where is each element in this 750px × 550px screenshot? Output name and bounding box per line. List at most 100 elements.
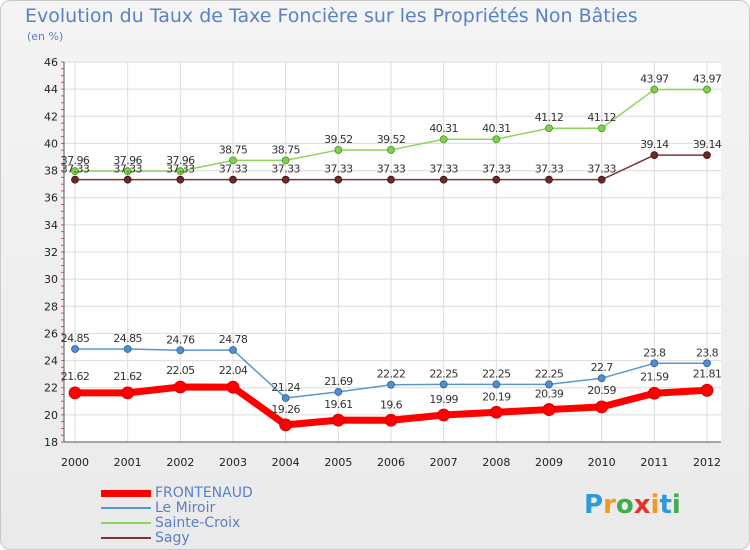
data-label-sainte-croix: 41.12 bbox=[535, 111, 564, 124]
x-tick-label: 2002 bbox=[166, 456, 194, 469]
data-point-frontenaud bbox=[384, 413, 398, 427]
data-label-sagy: 39.14 bbox=[640, 138, 669, 151]
data-label-frontenaud: 21.81 bbox=[693, 367, 722, 380]
data-point-sainte-croix bbox=[439, 135, 448, 144]
data-point-le-miroir bbox=[597, 374, 606, 383]
chart-title: Evolution du Taux de Taxe Foncière sur l… bbox=[25, 5, 638, 27]
data-point-sagy bbox=[387, 175, 395, 184]
data-point-le-miroir bbox=[492, 380, 501, 389]
data-label-sainte-croix: 40.31 bbox=[482, 122, 511, 135]
logo-letter: i bbox=[650, 490, 660, 520]
logo-letter: x bbox=[633, 490, 651, 520]
data-point-frontenaud bbox=[226, 380, 240, 394]
x-tick-label: 2000 bbox=[61, 456, 89, 469]
x-tick-label: 2011 bbox=[640, 456, 668, 469]
data-label-sagy: 39.14 bbox=[693, 138, 722, 151]
data-label-sainte-croix: 43.97 bbox=[693, 73, 722, 86]
data-point-sainte-croix bbox=[545, 124, 553, 133]
x-tick-label: 2007 bbox=[430, 456, 458, 469]
y-tick-label: 34 bbox=[44, 219, 58, 232]
data-label-frontenaud: 19.6 bbox=[380, 398, 403, 411]
data-point-le-miroir bbox=[123, 345, 132, 353]
legend-label-frontenaud: FRONTENAUD bbox=[155, 485, 253, 501]
data-point-le-miroir bbox=[545, 380, 553, 389]
data-label-le-miroir: 24.78 bbox=[219, 333, 248, 346]
data-point-sainte-croix bbox=[650, 85, 659, 94]
y-tick-label: 26 bbox=[44, 327, 58, 340]
data-label-le-miroir: 24.85 bbox=[113, 332, 142, 345]
grid-lines bbox=[64, 61, 721, 443]
data-point-sagy bbox=[650, 151, 659, 160]
data-label-le-miroir: 23.8 bbox=[643, 346, 666, 359]
data-label-le-miroir: 24.76 bbox=[166, 333, 195, 346]
legend-label-sagy: Sagy bbox=[155, 530, 190, 546]
x-tick-label: 2012 bbox=[693, 456, 721, 469]
data-label-frontenaud: 19.61 bbox=[324, 398, 353, 411]
data-point-frontenaud bbox=[595, 400, 609, 414]
data-point-sainte-croix bbox=[123, 167, 132, 176]
data-label-le-miroir: 22.7 bbox=[591, 361, 614, 374]
proxiti-logo: Proxiti bbox=[584, 490, 681, 520]
data-point-le-miroir bbox=[650, 359, 659, 368]
data-label-sainte-croix: 38.75 bbox=[271, 143, 300, 156]
logo-letter: o bbox=[615, 490, 634, 520]
data-point-le-miroir bbox=[703, 359, 711, 368]
data-label-frontenaud: 21.62 bbox=[113, 370, 142, 383]
data-point-sagy bbox=[281, 175, 290, 184]
data-point-sagy bbox=[597, 175, 606, 184]
legend-swatch-sagy bbox=[101, 537, 151, 539]
data-point-frontenaud bbox=[489, 405, 503, 419]
x-tick-label: 2005 bbox=[324, 456, 352, 469]
y-tick-label: 20 bbox=[44, 409, 58, 422]
x-tick-label: 2006 bbox=[377, 456, 405, 469]
data-point-sainte-croix bbox=[176, 167, 185, 176]
y-tick-label: 18 bbox=[44, 436, 58, 449]
legend-label-sainte-croix: Sainte-Croix bbox=[155, 515, 241, 531]
logo-letter: t bbox=[659, 490, 672, 520]
data-point-frontenaud bbox=[700, 383, 714, 397]
data-label-sagy: 37.33 bbox=[113, 163, 142, 176]
data-point-le-miroir bbox=[229, 346, 237, 354]
data-point-le-miroir bbox=[439, 380, 448, 389]
x-tick-label: 2004 bbox=[272, 456, 300, 469]
data-point-sagy bbox=[71, 175, 79, 184]
data-label-sagy: 37.33 bbox=[271, 163, 300, 176]
y-tick-label: 24 bbox=[44, 355, 58, 368]
data-label-sainte-croix: 43.97 bbox=[640, 73, 669, 86]
data-label-sainte-croix: 39.52 bbox=[324, 133, 353, 146]
x-tick-label: 2008 bbox=[482, 456, 510, 469]
data-label-frontenaud: 22.05 bbox=[166, 364, 195, 377]
data-point-sagy bbox=[123, 175, 132, 184]
y-tick-label: 46 bbox=[44, 56, 58, 69]
data-label-sagy: 37.33 bbox=[219, 163, 248, 176]
x-tick-label: 2009 bbox=[535, 456, 563, 469]
series-layer bbox=[68, 85, 714, 432]
data-point-frontenaud bbox=[121, 386, 135, 400]
data-label-sagy: 37.33 bbox=[166, 163, 195, 176]
data-point-frontenaud bbox=[647, 386, 661, 400]
chart-unit-label: (en %) bbox=[27, 30, 64, 43]
data-point-sainte-croix bbox=[703, 85, 711, 94]
data-label-sainte-croix: 38.75 bbox=[219, 143, 248, 156]
data-label-sainte-croix: 37.96 bbox=[166, 154, 195, 167]
logo-letter: i bbox=[671, 490, 681, 520]
legend-swatch-le-miroir bbox=[101, 507, 151, 509]
data-point-sagy bbox=[334, 175, 343, 184]
legend-swatch-sainte-croix bbox=[101, 522, 151, 524]
data-point-le-miroir bbox=[176, 346, 185, 355]
data-point-sainte-croix bbox=[492, 135, 501, 144]
data-label-sainte-croix: 40.31 bbox=[429, 122, 458, 135]
data-label-sagy: 37.33 bbox=[377, 163, 406, 176]
data-point-frontenaud bbox=[173, 380, 187, 394]
data-label-le-miroir: 21.69 bbox=[324, 375, 353, 388]
data-point-sagy bbox=[176, 175, 185, 184]
data-point-le-miroir bbox=[281, 394, 290, 402]
x-tick-label: 2001 bbox=[114, 456, 142, 469]
data-label-le-miroir: 21.24 bbox=[271, 381, 300, 394]
data-point-frontenaud bbox=[68, 386, 82, 400]
y-tick-label: 32 bbox=[44, 246, 58, 259]
data-label-sainte-croix: 39.52 bbox=[377, 133, 406, 146]
data-label-le-miroir: 22.25 bbox=[429, 367, 458, 380]
data-point-sainte-croix bbox=[597, 124, 606, 133]
